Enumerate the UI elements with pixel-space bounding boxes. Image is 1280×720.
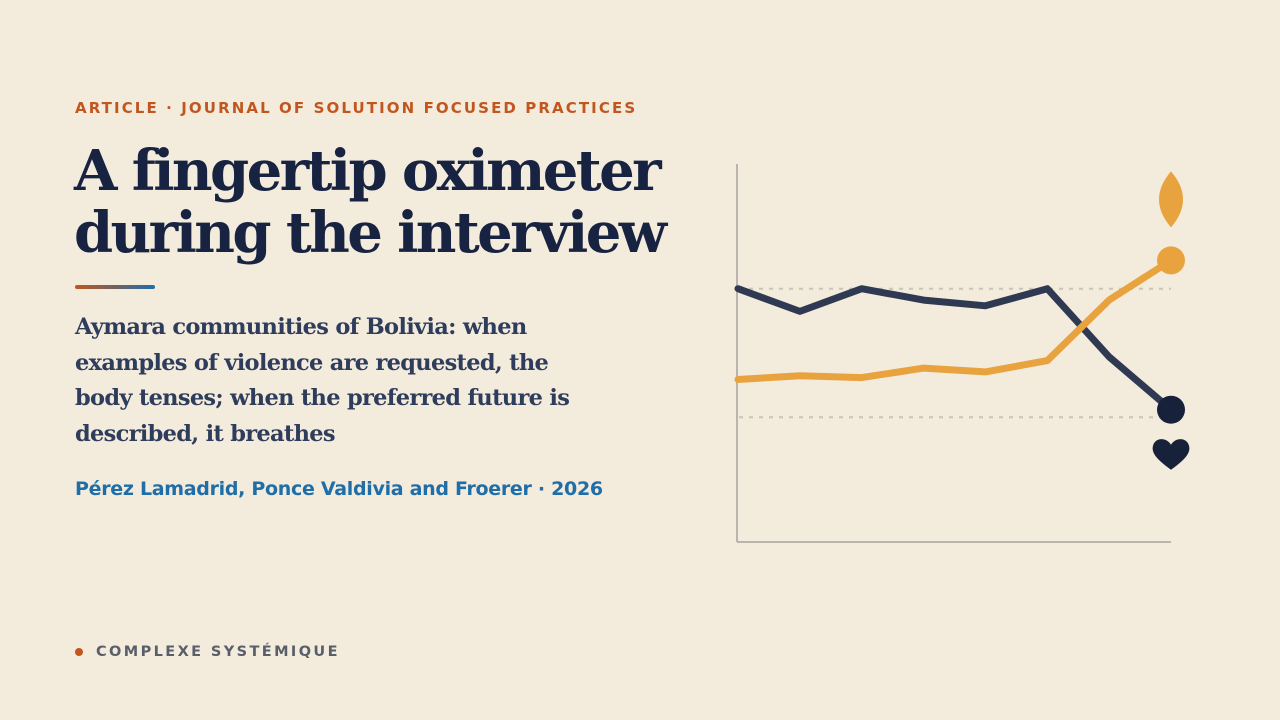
bullet-dot-icon <box>75 648 83 656</box>
line-chart <box>734 164 1190 543</box>
brand-label: COMPLEXE SYSTÉMIQUE <box>96 644 340 660</box>
article-title: A fingertip oximeter during the intervie… <box>74 138 667 266</box>
leaf-icon <box>1159 171 1183 228</box>
heart-icon <box>1152 439 1190 470</box>
article-kicker: ARTICLE · JOURNAL OF SOLUTION FOCUSED PR… <box>75 99 638 117</box>
series-line-gold <box>734 256 1175 383</box>
series-end-marker-dark <box>1157 395 1185 424</box>
series-line-dark <box>734 285 1175 414</box>
article-authors: Pérez Lamadrid, Ponce Valdivia and Froer… <box>75 478 603 500</box>
article-subtitle: Aymara communities of Bolivia: when exam… <box>75 314 570 447</box>
title-divider <box>75 285 155 289</box>
series-end-marker-gold <box>1157 246 1185 275</box>
footer-brand: COMPLEXE SYSTÉMIQUE <box>75 644 340 660</box>
